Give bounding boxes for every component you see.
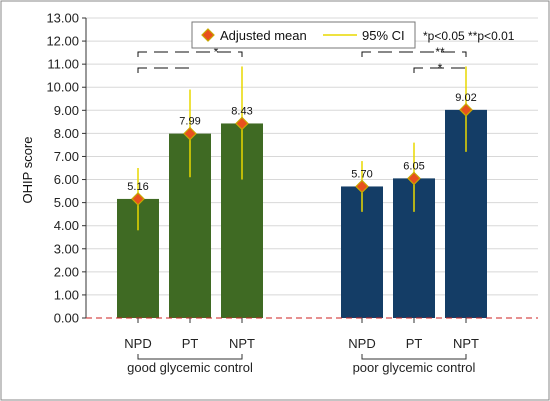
group-bracket (137, 354, 243, 360)
value-label: 6.05 (403, 160, 424, 172)
x-tick-label: NPT (229, 336, 255, 351)
y-tick-label: 5.00 (54, 195, 79, 210)
significance-label: * (214, 45, 219, 59)
x-tick-label: NPT (453, 336, 479, 351)
mean-marker (183, 126, 197, 141)
y-tick-label: 10.00 (46, 80, 79, 95)
significance-brackets: * *** (137, 45, 467, 75)
group-label: good glycemic control (127, 360, 253, 375)
group-label: poor glycemic control (353, 360, 476, 375)
y-tick-label: 6.00 (54, 172, 79, 187)
legend-mean-label: Adjusted mean (220, 28, 307, 43)
x-tick-label: NPD (124, 336, 151, 351)
mean-marker (459, 102, 473, 117)
y-tick-label: 8.00 (54, 126, 79, 141)
legend-ci-label: 95% CI (362, 28, 405, 43)
mean-marker (131, 192, 145, 206)
y-tick-label: 3.00 (54, 241, 79, 256)
significance-bracket (137, 67, 191, 73)
legend-mean-icon (201, 28, 215, 42)
value-label: 7.99 (179, 116, 200, 128)
y-tick-label: 4.00 (54, 218, 79, 233)
x-tick-label: NPD (348, 336, 375, 351)
mean-marker (355, 179, 369, 194)
legend: Adjusted mean 95% CI (191, 21, 416, 49)
y-axis-title: OHIP score (20, 137, 35, 204)
legend-box (191, 21, 416, 49)
y-tick-label: 0.00 (54, 311, 79, 326)
significance-note: *p<0.05 **p<0.01 (423, 29, 515, 43)
y-tick-label: 11.00 (47, 57, 79, 72)
value-label: 8.43 (231, 105, 252, 117)
y-tick-label: 2.00 (54, 264, 79, 279)
x-tick-label: PT (182, 336, 199, 351)
value-label: 5.70 (351, 168, 372, 180)
significance-label: ** (435, 45, 445, 59)
value-labels: 5.16 7.99 8.43 5.70 6.05 9.02 (127, 92, 476, 193)
mean-markers (131, 102, 473, 206)
mean-marker (407, 171, 421, 186)
y-tick-label: 9.00 (54, 103, 79, 118)
group-bracket (361, 354, 467, 360)
mean-marker (235, 116, 249, 131)
significance-bracket (413, 67, 467, 73)
value-label: 9.02 (455, 92, 476, 104)
y-tick-label: 12.00 (46, 34, 79, 49)
y-tick-label: 13.00 (46, 11, 79, 26)
significance-bracket (361, 51, 467, 57)
y-tick-label: 7.00 (54, 149, 79, 164)
x-tick-label: PT (406, 336, 423, 351)
value-label: 5.16 (127, 181, 148, 193)
axes: 0.00 1.00 2.00 3.00 4.00 5.00 6.00 7.00 8.00 9.00… (46, 11, 538, 375)
significance-bracket (137, 51, 243, 57)
y-tick-label: 1.00 (54, 287, 79, 302)
significance-label: * (438, 61, 443, 75)
